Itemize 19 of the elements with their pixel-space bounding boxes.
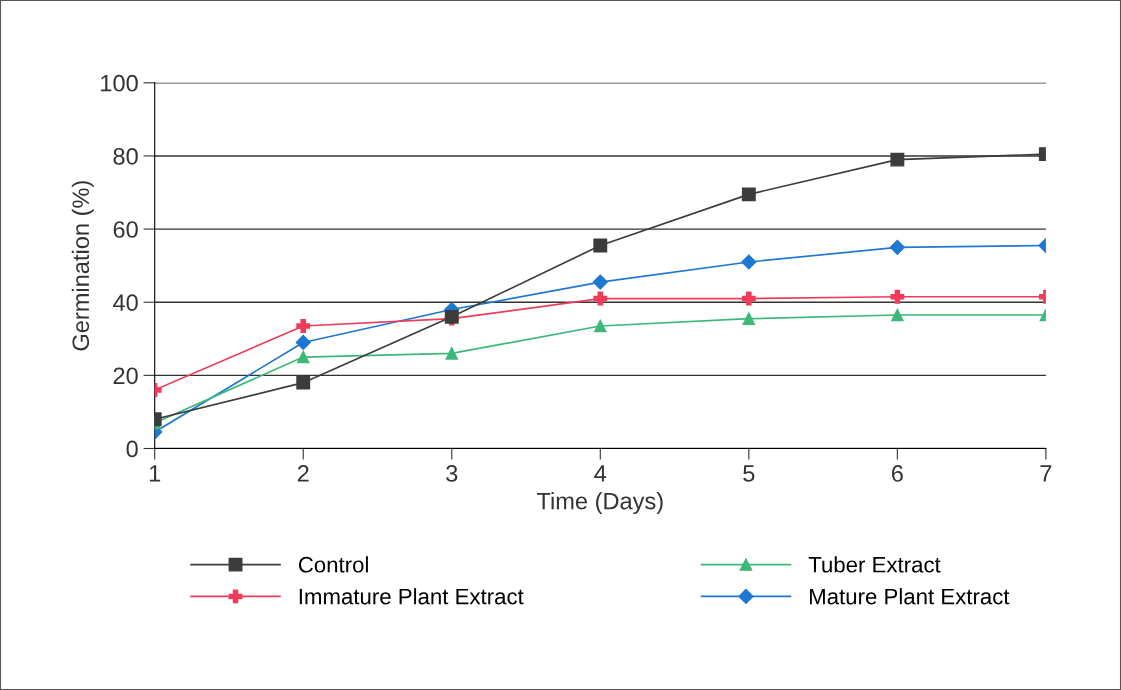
x-tick-label: 3: [446, 465, 458, 482]
y-tick-label: 80: [113, 148, 138, 165]
x-tick-label: 5: [743, 465, 755, 482]
legend-label: Mature Plant Extract: [810, 588, 1010, 605]
x-tick-label: 2: [297, 465, 309, 482]
x-tick-label: 7: [1040, 465, 1052, 482]
x-tick-label: 1: [149, 465, 161, 482]
x-tick-label: 4: [594, 465, 607, 482]
y-tick-label: 20: [113, 367, 138, 385]
y-tick-label: 100: [101, 74, 138, 92]
legend-label: Tuber Extract: [808, 556, 941, 573]
y-tick-label: 0: [126, 440, 138, 458]
x-tick-label: 6: [891, 465, 903, 482]
legend-label: Immature Plant Extract: [299, 588, 524, 605]
y-axis-title: Germination (%): [71, 181, 94, 351]
x-axis-title: Time (Days): [537, 492, 663, 515]
y-tick-label: 40: [113, 294, 138, 312]
y-tick-label: 60: [113, 221, 138, 238]
legend-label: Control: [298, 556, 368, 573]
